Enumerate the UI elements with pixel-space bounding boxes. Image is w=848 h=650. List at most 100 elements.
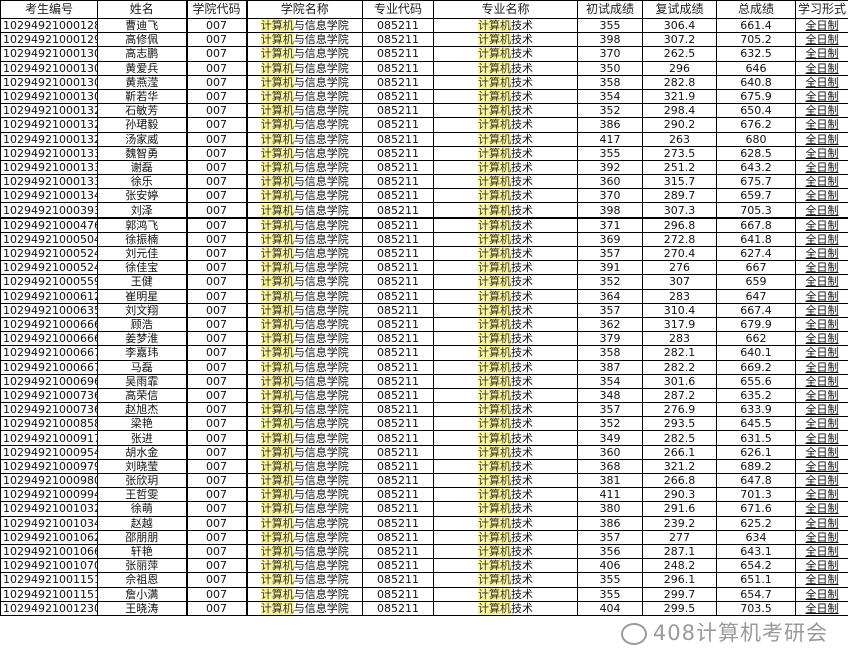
college-rest: 与信息学院: [294, 559, 349, 572]
college-name: 计算机与信息学院: [247, 132, 363, 146]
study-mode-text: 全日制: [806, 133, 839, 146]
major-rest: 技术: [511, 375, 533, 388]
column-header: 姓名: [98, 1, 187, 19]
college-code: 007: [187, 261, 247, 275]
initial-score: 352: [578, 104, 643, 118]
candidate-id: 102949210001299: [1, 33, 98, 47]
retest-score: 307.3: [643, 203, 717, 218]
college-name: 计算机与信息学院: [247, 388, 363, 402]
candidate-id: 102949210003933: [1, 203, 98, 218]
study-mode-text: 全日制: [806, 62, 839, 75]
retest-score: 290.3: [643, 488, 717, 502]
college-highlight: 计算机: [261, 62, 294, 75]
column-header: 学习形式: [796, 1, 848, 19]
college-rest: 与信息学院: [294, 502, 349, 515]
candidate-name: 王健: [98, 275, 187, 289]
major-highlight: 计算机: [478, 573, 511, 586]
total-score: 667.4: [717, 303, 796, 317]
retest-score: 291.6: [643, 502, 717, 516]
candidate-id: 102949210001304: [1, 61, 98, 75]
college-rest: 与信息学院: [294, 488, 349, 501]
college-code: 007: [187, 189, 247, 203]
college-code: 007: [187, 516, 247, 530]
study-mode: 全日制: [796, 544, 848, 558]
major-code: 085211: [363, 388, 434, 402]
candidate-id: 102949210009942: [1, 488, 98, 502]
college-highlight: 计算机: [261, 460, 294, 473]
major-highlight: 计算机: [478, 275, 511, 288]
candidate-id: 102949210010325: [1, 502, 98, 516]
major-highlight: 计算机: [478, 318, 511, 331]
study-mode: 全日制: [796, 530, 848, 544]
initial-score: 355: [578, 587, 643, 601]
candidate-id: 102949210006356: [1, 303, 98, 317]
college-rest: 与信息学院: [294, 275, 349, 288]
major-highlight: 计算机: [478, 545, 511, 558]
major-name: 计算机技术: [434, 89, 578, 103]
major-highlight: 计算机: [478, 118, 511, 131]
college-rest: 与信息学院: [294, 403, 349, 416]
major-highlight: 计算机: [478, 375, 511, 388]
college-code: 007: [187, 559, 247, 573]
total-score: 654.7: [717, 587, 796, 601]
retest-score: 270.4: [643, 247, 717, 261]
college-name: 计算机与信息学院: [247, 89, 363, 103]
candidate-name: 郭鸿飞: [98, 218, 187, 233]
college-name: 计算机与信息学院: [247, 474, 363, 488]
major-code: 085211: [363, 530, 434, 544]
study-mode: 全日制: [796, 275, 848, 289]
major-highlight: 计算机: [478, 204, 511, 217]
column-header: 初试成绩: [578, 1, 643, 19]
major-name: 计算机技术: [434, 573, 578, 587]
college-highlight: 计算机: [261, 290, 294, 303]
candidate-id: 102949210009802: [1, 474, 98, 488]
college-code: 007: [187, 573, 247, 587]
college-name: 计算机与信息学院: [247, 544, 363, 558]
college-highlight: 计算机: [261, 304, 294, 317]
college-name: 计算机与信息学院: [247, 47, 363, 61]
college-name: 计算机与信息学院: [247, 516, 363, 530]
retest-score: 251.2: [643, 160, 717, 174]
candidate-name: 赵越: [98, 516, 187, 530]
major-name: 计算机技术: [434, 530, 578, 544]
watermark: 408计算机考研会: [0, 616, 848, 650]
college-code: 007: [187, 303, 247, 317]
initial-score: 398: [578, 33, 643, 47]
college-highlight: 计算机: [261, 502, 294, 515]
candidate-name: 张欣玥: [98, 474, 187, 488]
total-score: 647: [717, 289, 796, 303]
major-highlight: 计算机: [478, 332, 511, 345]
total-score: 662: [717, 332, 796, 346]
college-highlight: 计算机: [261, 559, 294, 572]
retest-score: 296: [643, 61, 717, 75]
initial-score: 352: [578, 417, 643, 431]
study-mode-text: 全日制: [806, 33, 839, 46]
candidate-name: 崔明星: [98, 289, 187, 303]
major-rest: 技术: [511, 474, 533, 487]
college-rest: 与信息学院: [294, 318, 349, 331]
study-mode-text: 全日制: [806, 219, 839, 232]
candidate-name: 徐振楠: [98, 232, 187, 246]
college-code: 007: [187, 175, 247, 189]
major-code: 085211: [363, 232, 434, 246]
study-mode: 全日制: [796, 132, 848, 146]
total-score: 655.6: [717, 374, 796, 388]
retest-score: 307: [643, 275, 717, 289]
candidate-name: 张安婷: [98, 189, 187, 203]
total-score: 676.2: [717, 118, 796, 132]
retest-score: 287.1: [643, 544, 717, 558]
major-name: 计算机技术: [434, 374, 578, 388]
college-name: 计算机与信息学院: [247, 175, 363, 189]
major-code: 085211: [363, 47, 434, 61]
candidate-id: 102949210007369: [1, 403, 98, 417]
major-name: 计算机技术: [434, 247, 578, 261]
initial-score: 356: [578, 544, 643, 558]
study-mode-text: 全日制: [806, 76, 839, 89]
candidate-id: 102949210001325: [1, 132, 98, 146]
major-name: 计算机技术: [434, 261, 578, 275]
